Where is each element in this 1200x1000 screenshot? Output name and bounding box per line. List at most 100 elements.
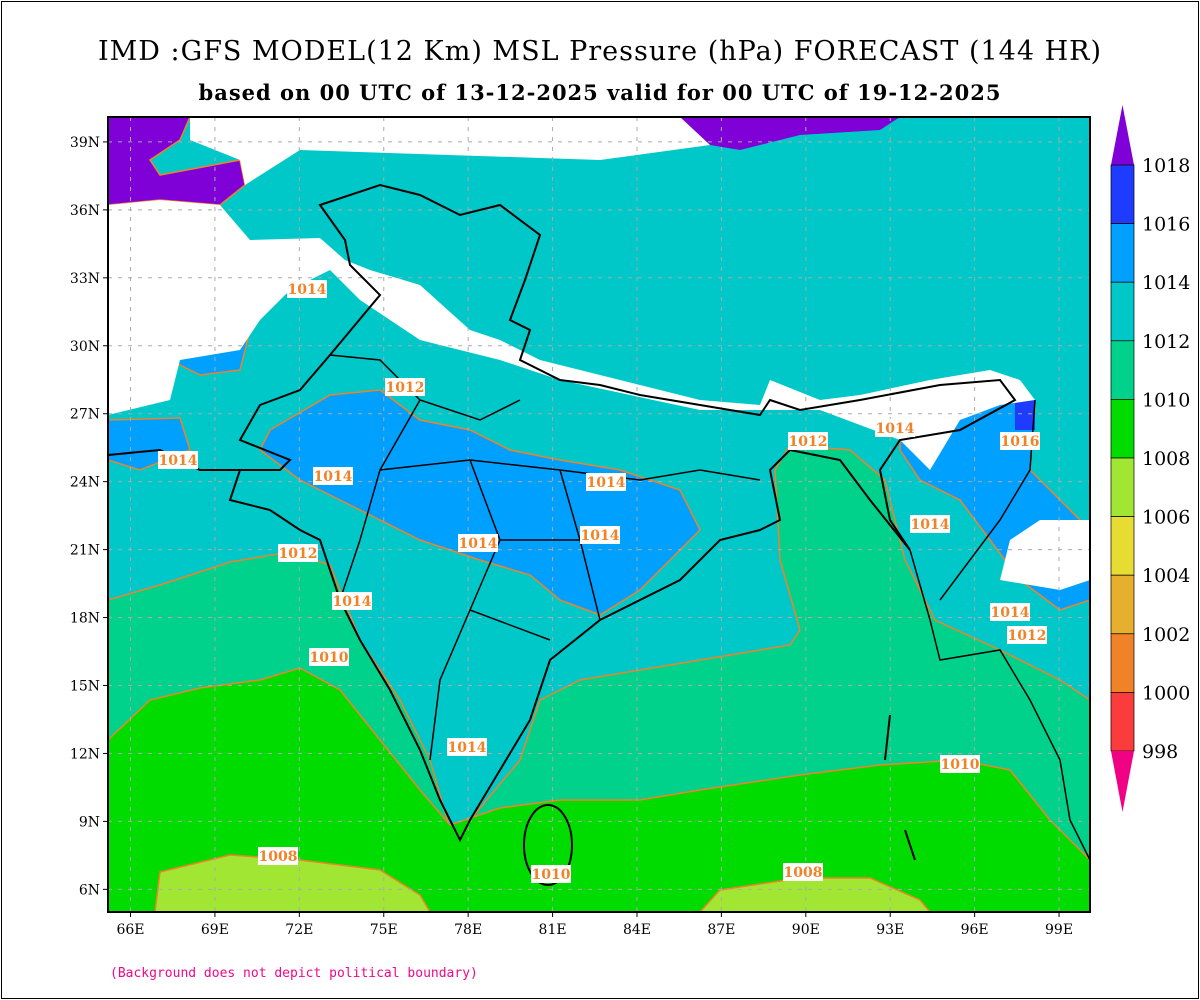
- lat-tick-label: 33N: [70, 271, 100, 287]
- svg-text:1014: 1014: [448, 740, 487, 756]
- lon-tick-label: 90E: [792, 922, 820, 938]
- lon-tick-label: 87E: [707, 922, 735, 938]
- contour-label: 1014: [447, 738, 487, 756]
- lat-tick-label: 15N: [70, 679, 100, 695]
- colorbar-segment: [1110, 574, 1135, 635]
- colorbar-segment: [1110, 692, 1135, 752]
- colorbar-segment: [1110, 164, 1135, 224]
- colorbar-segment: [1110, 340, 1135, 400]
- svg-text:1012: 1012: [789, 434, 828, 450]
- contour-label: 1014: [158, 451, 198, 469]
- colorbar-segment: [1110, 223, 1135, 283]
- svg-text:1014: 1014: [314, 469, 353, 485]
- colorbar-label: 1018: [1142, 155, 1190, 177]
- colorbar-label: 1016: [1142, 214, 1190, 236]
- contour-label: 1010: [531, 865, 571, 883]
- svg-text:1014: 1014: [333, 594, 372, 610]
- lat-tick-label: 24N: [70, 475, 100, 491]
- colorbar-label: 1008: [1142, 448, 1190, 470]
- contour-label: 1010: [309, 648, 349, 666]
- colorbar-label: 1012: [1142, 331, 1190, 353]
- lon-tick-label: 69E: [201, 922, 229, 938]
- svg-text:1012: 1012: [386, 380, 425, 396]
- contour-label: 1010: [940, 755, 980, 773]
- svg-text:1014: 1014: [459, 536, 498, 552]
- colorbar-segment: [1110, 516, 1135, 576]
- contour-label: 1012: [788, 432, 828, 450]
- colorbar-label: 1002: [1142, 624, 1190, 646]
- lon-tick-label: 99E: [1045, 922, 1073, 938]
- contour-label: 1014: [580, 526, 620, 544]
- contour-label: 1014: [875, 419, 915, 437]
- contour-label: 1012: [385, 378, 425, 396]
- colorbar-label: 1006: [1142, 507, 1190, 529]
- colorbar-label: 1004: [1142, 565, 1190, 587]
- band-1014-1016-central: [259, 389, 701, 616]
- no-data-region-north: [108, 117, 1035, 470]
- lat-tick-label: 36N: [70, 203, 100, 219]
- colorbar: 1018 1016 1014 1012 1010 1008 1006 1004 1002 1000…: [1110, 105, 1190, 812]
- axis-ticks: 66E 69E 72E 75E 78E 81E 84E 87E 90E 93E 96E 99E 39N 3…: [70, 135, 1073, 938]
- contour-label: 1014: [313, 467, 353, 485]
- lon-tick-label: 75E: [370, 922, 398, 938]
- svg-text:1014: 1014: [876, 421, 915, 437]
- colorbar-bottom-arrow: [1111, 751, 1134, 812]
- lon-tick-label: 72E: [285, 922, 313, 938]
- colorbar-label: 1010: [1142, 389, 1190, 411]
- colorbar-label: 998: [1142, 741, 1178, 763]
- band-1006-1008-east: [698, 877, 931, 912]
- map-frame: [107, 116, 1091, 913]
- disclaimer-note: (Background does not depict political bo…: [110, 966, 478, 981]
- colorbar-top-arrow: [1111, 105, 1134, 165]
- contour-label: 1008: [258, 847, 298, 865]
- lat-tick-label: 21N: [70, 543, 100, 559]
- contour-label: 1014: [990, 603, 1030, 621]
- lat-tick-label: 9N: [79, 814, 100, 830]
- india-outline: [228, 183, 1017, 843]
- andaman-islands: [884, 714, 916, 861]
- svg-text:1008: 1008: [259, 849, 298, 865]
- sri-lanka-outline: [523, 804, 573, 886]
- contour-labels: 1014 1012 1014 1014 1014 1014 1014 1012 1014 1010…: [158, 280, 1047, 883]
- colorbar-segment: [1110, 399, 1135, 459]
- colorbar-label: 1014: [1142, 272, 1190, 294]
- no-data-region-myanmar: [1000, 520, 1090, 590]
- lat-tick-label: 12N: [70, 746, 100, 762]
- lon-tick-label: 78E: [454, 922, 482, 938]
- svg-text:1008: 1008: [784, 865, 823, 881]
- map-title: IMD :GFS MODEL(12 Km) MSL Pressure (hPa)…: [97, 36, 1103, 67]
- contour-label: 1014: [458, 534, 498, 552]
- lon-tick-label: 93E: [876, 922, 904, 938]
- contour-label: 1014: [287, 280, 327, 298]
- contour-label: 1016: [1000, 432, 1040, 450]
- svg-text:1010: 1010: [310, 650, 349, 666]
- svg-text:1014: 1014: [911, 517, 950, 533]
- svg-text:1014: 1014: [991, 605, 1030, 621]
- lon-tick-label: 81E: [539, 922, 567, 938]
- colorbar-segment: [1110, 281, 1135, 342]
- pressure-field: [108, 117, 1090, 912]
- contour-label: 1012: [278, 544, 318, 562]
- colorbar-segment: [1110, 457, 1135, 517]
- lon-tick-label: 84E: [623, 922, 651, 938]
- contour-label: 1012: [1007, 626, 1047, 644]
- band-1006-1008-west: [154, 854, 431, 912]
- band-1008-1010: [108, 667, 1090, 912]
- contour-label: 1008: [783, 863, 823, 881]
- lon-tick-label: 96E: [961, 922, 989, 938]
- band-above-1018-north: [680, 117, 900, 150]
- svg-text:1014: 1014: [581, 528, 620, 544]
- lat-tick-label: 18N: [70, 611, 100, 627]
- svg-text:1014: 1014: [288, 282, 327, 298]
- contour-label: 1014: [910, 515, 950, 533]
- lat-tick-label: 27N: [70, 407, 100, 423]
- contour-label: 1014: [586, 473, 626, 491]
- colorbar-segment: [1110, 633, 1135, 693]
- svg-text:1010: 1010: [532, 867, 571, 883]
- lat-tick-label: 39N: [70, 135, 100, 151]
- lat-tick-label: 6N: [79, 882, 100, 898]
- svg-text:1010: 1010: [941, 757, 980, 773]
